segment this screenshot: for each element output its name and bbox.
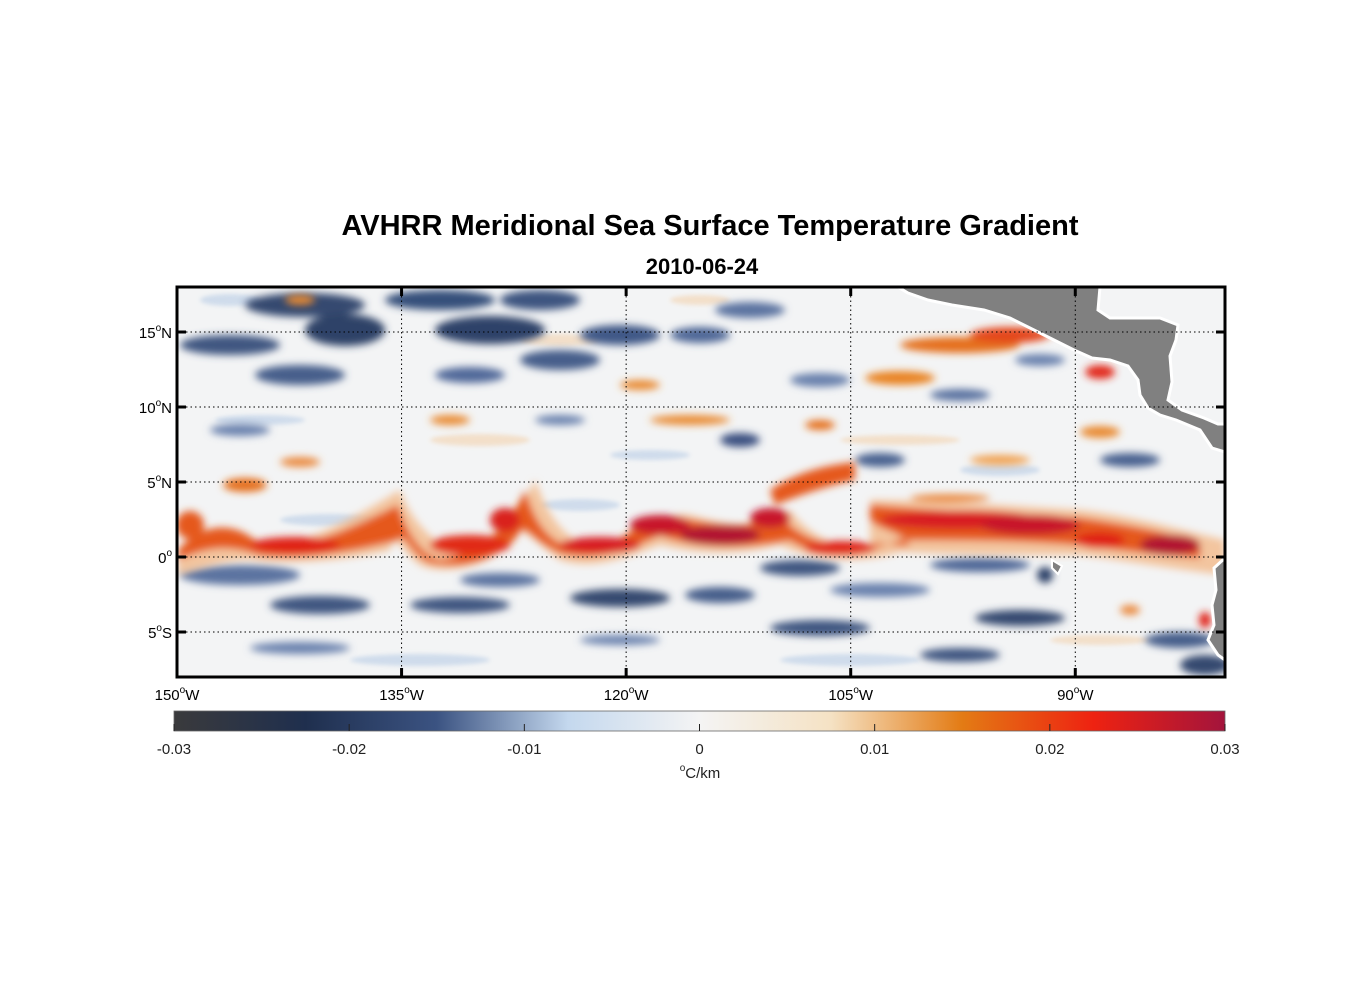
y-tick-number: 0: [158, 550, 166, 567]
colorbar-tick-label: -0.03: [157, 741, 191, 758]
chart-subtitle: 2010-06-24: [646, 254, 759, 279]
chart-title: AVHRR Meridional Sea Surface Temperature…: [341, 210, 1078, 242]
sst-gradient-map: [177, 287, 1225, 677]
land-galapagos: [1051, 558, 1064, 576]
x-tick-hemisphere: W: [410, 687, 425, 704]
colorbar-ticks: -0.03 -0.02 -0.01 0 0.01 0.02 0.03: [157, 724, 1240, 758]
colorbar-tick-label: -0.02: [332, 741, 366, 758]
y-tick-degree: o: [156, 473, 162, 484]
x-tick-number: 105: [828, 687, 853, 704]
y-tick-label: 15oN: [139, 323, 172, 342]
y-tick-label: 10oN: [139, 398, 172, 417]
x-tick-degree: o: [629, 685, 635, 696]
x-tick-label: 150oW: [155, 685, 201, 704]
x-tick-number: 120: [604, 687, 629, 704]
x-tick-number: 90: [1057, 687, 1074, 704]
colorbar-unit: oC/km: [680, 763, 721, 782]
y-tick-degree: o: [156, 398, 162, 409]
colorbar-unit-text: C/km: [685, 765, 720, 782]
x-tick-degree: o: [180, 685, 186, 696]
land-south-america: [1206, 555, 1225, 662]
colorbar-tick-label: 0.02: [1035, 741, 1064, 758]
northern-negative-patches: [180, 290, 1160, 467]
x-tick-hemisphere: W: [634, 687, 649, 704]
colorbar-tick-label: 0: [695, 741, 703, 758]
y-tick-degree: o: [156, 623, 162, 634]
y-tick-hemisphere: N: [161, 325, 172, 342]
x-tick-label: 120oW: [604, 685, 650, 704]
y-tick-label: 0o: [158, 548, 172, 567]
x-tick-degree: o: [404, 685, 410, 696]
colorbar-tick-label: -0.01: [507, 741, 541, 758]
y-tick-degree: o: [156, 323, 162, 334]
x-tick-hemisphere: W: [185, 687, 200, 704]
x-tick-degree: o: [1074, 685, 1080, 696]
y-tick-label: 5oN: [147, 473, 172, 492]
y-tick-number: 10: [139, 400, 156, 417]
southern-negative-bands: [180, 558, 1225, 675]
x-tick-hemisphere: W: [859, 687, 874, 704]
x-tick-hemisphere: W: [1079, 687, 1094, 704]
x-tick-label: 90oW: [1057, 685, 1094, 704]
grid: [177, 287, 1225, 677]
x-axis: 150oW 135oW 120oW 105oW 90oW: [155, 287, 1094, 704]
y-tick-hemisphere: S: [162, 625, 172, 642]
x-tick-number: 135: [379, 687, 404, 704]
background-texture: [200, 294, 1150, 666]
x-tick-label: 135oW: [379, 685, 425, 704]
y-tick-label: 5oS: [148, 623, 172, 642]
y-tick-number: 5: [148, 625, 156, 642]
y-tick-degree: o: [166, 548, 172, 559]
y-tick-number: 15: [139, 325, 156, 342]
y-tick-number: 5: [147, 475, 155, 492]
colorbar-unit-degree: o: [680, 763, 686, 774]
equatorial-front: [177, 457, 1225, 628]
y-tick-hemisphere: N: [161, 475, 172, 492]
x-tick-degree: o: [853, 685, 859, 696]
colorbar-tick-label: 0.03: [1210, 741, 1239, 758]
northern-positive-patches: [285, 295, 1120, 465]
y-tick-hemisphere: N: [161, 400, 172, 417]
x-tick-number: 150: [155, 687, 180, 704]
x-tick-label: 105oW: [828, 685, 874, 704]
colorbar-tick-label: 0.01: [860, 741, 889, 758]
